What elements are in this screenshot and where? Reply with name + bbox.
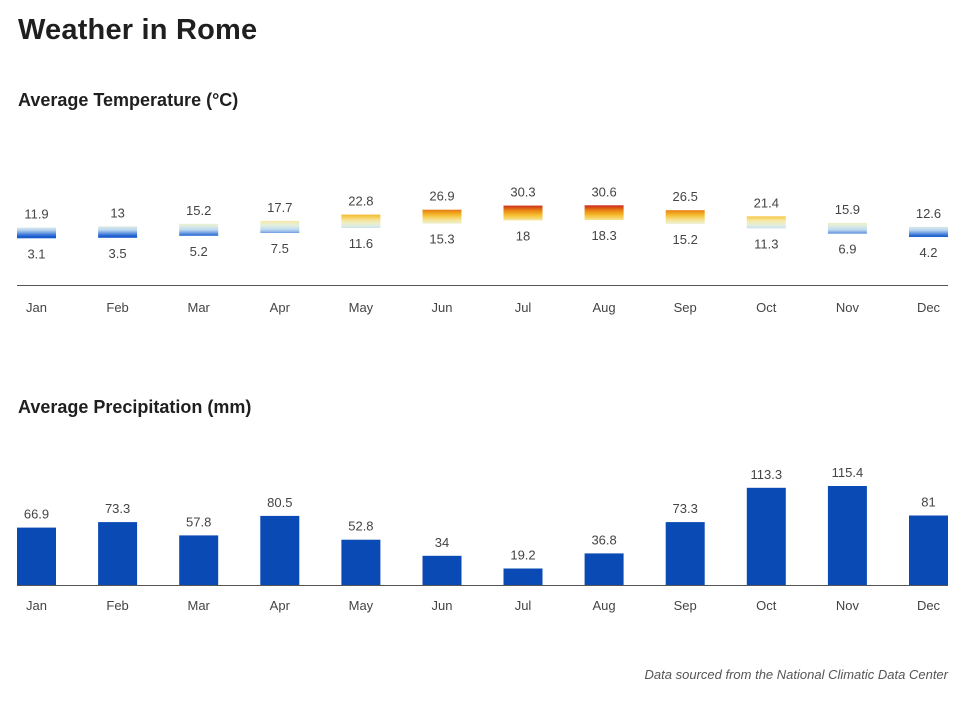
temp-high-label-aug: 30.6 [591, 184, 616, 199]
temp-low-label-oct: 11.3 [754, 236, 778, 251]
precip-value-label-feb: 73.3 [105, 501, 130, 516]
temp-high-label-jun: 26.9 [429, 189, 454, 204]
temp-range-bar-apr [260, 220, 300, 233]
precip-value-label-sep: 73.3 [673, 501, 698, 516]
temp-range-bar-nov [827, 222, 867, 234]
temperature-chart: 11.9 3.1 Jan 13 3.5 Feb 15.2 5.2 Mar 17.7 7.5 Apr 22… [17, 184, 948, 315]
precip-bar-jul [503, 568, 543, 585]
temp-low-label-dec: 4.2 [919, 245, 937, 260]
temp-x-tick-apr: Apr [270, 300, 291, 315]
precip-x-tick-mar: Mar [188, 598, 211, 613]
precip-value-label-oct: 113.3 [751, 467, 783, 482]
precip-value-label-mar: 57.8 [186, 514, 211, 529]
temp-x-tick-dec: Dec [917, 300, 941, 315]
precip-bar-jun [422, 555, 462, 585]
precip-value-label-dec: 81 [921, 495, 935, 510]
temp-x-tick-mar: Mar [188, 300, 211, 315]
temp-low-label-may: 11.6 [349, 236, 373, 251]
precip-x-tick-may: May [349, 598, 374, 613]
precip-x-tick-apr: Apr [270, 598, 291, 613]
temp-high-label-may: 22.8 [348, 194, 373, 209]
temp-range-bar-dec [909, 226, 948, 237]
precip-x-tick-jun: Jun [432, 598, 453, 613]
data-source-note: Data sourced from the National Climatic … [644, 667, 948, 682]
precip-bar-oct [746, 487, 786, 585]
precip-bar-jan [17, 527, 56, 585]
precip-value-label-jan: 66.9 [24, 507, 49, 522]
temp-high-label-dec: 12.6 [916, 206, 941, 221]
precip-value-label-aug: 36.8 [591, 532, 616, 547]
precip-bar-dec [909, 515, 948, 585]
temp-x-tick-nov: Nov [836, 300, 860, 315]
temp-range-bar-jan [17, 227, 56, 239]
temp-high-label-feb: 13 [110, 205, 124, 220]
temp-x-tick-feb: Feb [106, 300, 128, 315]
precip-bar-feb [98, 522, 138, 585]
temp-range-bar-sep [665, 210, 705, 224]
temp-high-label-oct: 21.4 [754, 195, 779, 210]
temp-range-bar-mar [179, 223, 219, 236]
temp-low-label-feb: 3.5 [109, 246, 127, 261]
temp-x-tick-sep: Sep [674, 300, 697, 315]
temp-range-bar-feb [98, 226, 138, 238]
temp-range-bar-may [341, 214, 381, 228]
temp-x-tick-oct: Oct [756, 300, 777, 315]
temp-x-tick-jun: Jun [432, 300, 453, 315]
temp-low-label-jan: 3.1 [27, 246, 45, 261]
precip-x-tick-aug: Aug [593, 598, 616, 613]
precip-x-tick-feb: Feb [106, 598, 128, 613]
temp-range-bar-aug [584, 205, 624, 221]
temp-high-label-apr: 17.7 [267, 200, 292, 215]
precip-x-tick-sep: Sep [674, 598, 697, 613]
precipitation-chart-title: Average Precipitation (mm) [18, 397, 252, 417]
temp-high-label-nov: 15.9 [835, 202, 860, 217]
precip-value-label-jul: 19.2 [510, 548, 535, 563]
temp-low-label-sep: 15.2 [673, 232, 698, 247]
precip-value-label-apr: 80.5 [267, 495, 292, 510]
precip-bar-may [341, 539, 381, 585]
precip-x-tick-oct: Oct [756, 598, 777, 613]
temperature-chart-title: Average Temperature (°C) [18, 90, 239, 110]
temp-low-label-nov: 6.9 [838, 242, 856, 257]
precip-value-label-nov: 115.4 [832, 465, 864, 480]
temp-high-label-sep: 26.5 [673, 189, 698, 204]
temp-high-label-jan: 11.9 [24, 207, 48, 222]
temp-high-label-mar: 15.2 [186, 203, 211, 218]
precip-x-tick-jul: Jul [515, 598, 532, 613]
temp-low-label-aug: 18.3 [591, 228, 616, 243]
temp-low-label-jul: 18 [516, 228, 530, 243]
temp-x-tick-jul: Jul [515, 300, 532, 315]
temp-x-tick-aug: Aug [593, 300, 616, 315]
precip-bar-aug [584, 553, 624, 585]
temp-high-label-jul: 30.3 [510, 185, 535, 200]
precip-bar-apr [260, 515, 300, 585]
temp-low-label-apr: 7.5 [271, 241, 289, 256]
precip-value-label-jun: 34 [435, 535, 449, 550]
temp-low-label-mar: 5.2 [190, 244, 208, 259]
precip-value-label-may: 52.8 [348, 519, 373, 534]
precip-bar-nov [827, 486, 867, 585]
temp-range-bar-jul [503, 205, 543, 221]
precip-bar-sep [665, 522, 705, 585]
temp-x-tick-may: May [349, 300, 374, 315]
temp-x-tick-jan: Jan [26, 300, 47, 315]
precipitation-chart: 66.9 Jan 73.3 Feb 57.8 Mar 80.5 Apr 52.8 May 34 Jun… [17, 465, 948, 613]
temp-range-bar-jun [422, 209, 462, 224]
page-title: Weather in Rome [18, 14, 258, 46]
temp-range-bar-oct [746, 216, 786, 229]
precip-bar-mar [179, 535, 219, 585]
precip-x-tick-dec: Dec [917, 598, 941, 613]
precip-x-tick-nov: Nov [836, 598, 860, 613]
temp-low-label-jun: 15.3 [429, 232, 454, 247]
precip-x-tick-jan: Jan [26, 598, 47, 613]
